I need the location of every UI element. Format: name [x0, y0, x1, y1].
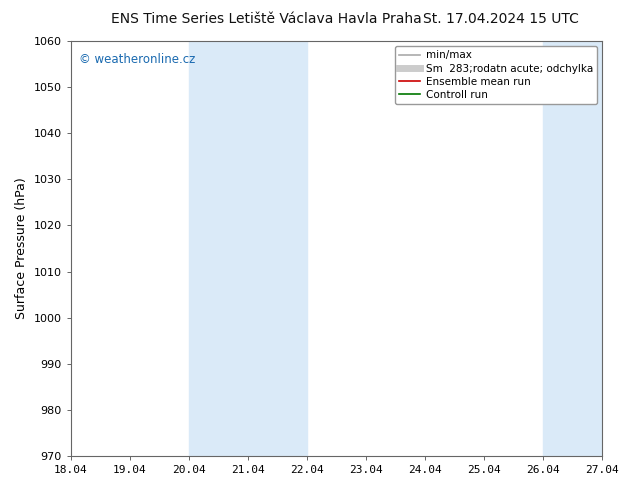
Text: ENS Time Series Letiště Václava Havla Praha: ENS Time Series Letiště Václava Havla Pr…	[111, 12, 422, 26]
Text: St. 17.04.2024 15 UTC: St. 17.04.2024 15 UTC	[423, 12, 579, 26]
Bar	[543, 41, 602, 456]
Legend: min/max, Sm  283;rodatn acute; odchylka, Ensemble mean run, Controll run: min/max, Sm 283;rodatn acute; odchylka, …	[395, 46, 597, 104]
Text: © weatheronline.cz: © weatheronline.cz	[79, 53, 195, 67]
Y-axis label: Surface Pressure (hPa): Surface Pressure (hPa)	[15, 178, 28, 319]
Bar	[189, 41, 307, 456]
